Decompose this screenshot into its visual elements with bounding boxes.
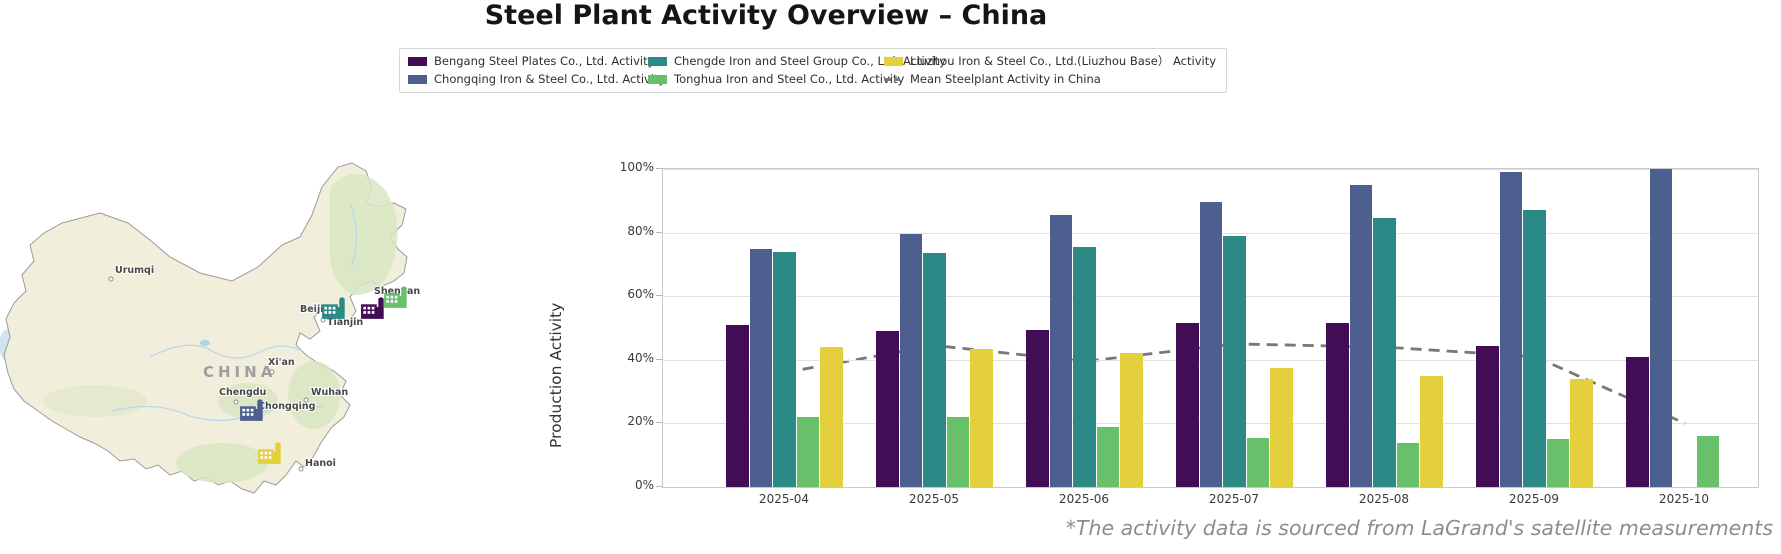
x-tick-label: 2025-10 — [1658, 492, 1710, 506]
x-tick-label: 2025-06 — [1058, 492, 1110, 506]
map-city-label: Urumqi — [115, 265, 154, 276]
bar-2025-09 — [1476, 345, 1499, 487]
y-tick-label: 20% — [627, 414, 654, 429]
legend-label: Chongqing Iron & Steel Co., Ltd. Activit… — [434, 72, 666, 86]
bar-2025-04 — [773, 251, 796, 487]
bar-2025-09 — [1499, 172, 1523, 487]
map-city-label: Chongqing — [258, 401, 315, 412]
x-tick-label: 2025-05 — [908, 492, 960, 506]
dashed-line-icon — [884, 75, 903, 84]
x-tick-label: 2025-07 — [1208, 492, 1260, 506]
map-lake — [200, 339, 210, 347]
y-tick-label: 0% — [634, 478, 654, 492]
bar-2025-04 — [820, 347, 843, 487]
bar-2025-09 — [1523, 210, 1546, 487]
bar-2025-06 — [1073, 246, 1096, 487]
chart-legend: Bengang Steel Plates Co., Ltd. Activity C… — [399, 48, 1228, 93]
map-rivers — [111, 202, 358, 422]
footnote: *The activity data is sourced from LaGra… — [1065, 516, 1773, 540]
map-city-dot — [303, 397, 309, 403]
legend-label: Mean Steelplant Activity in China — [910, 72, 1101, 86]
map-city-label: Wuhan — [311, 387, 348, 398]
y-tick-mark — [656, 422, 662, 424]
y-tick-label: 60% — [627, 287, 654, 302]
legend-item: Chengde Iron and Steel Group Co., Ltd. A… — [648, 54, 946, 69]
map-terrain-patches — [43, 173, 398, 483]
bar-2025-06 — [1049, 215, 1073, 487]
bar-2025-10 — [1649, 169, 1673, 487]
legend-item: Bengang Steel Plates Co., Ltd. Activity — [408, 54, 654, 69]
legend-label: Bengang Steel Plates Co., Ltd. Activity — [434, 54, 655, 68]
y-tick-label: 40% — [627, 350, 654, 365]
y-tick-mark — [656, 358, 662, 360]
plot-area — [662, 168, 1759, 488]
bar-2025-06 — [1096, 426, 1120, 487]
bar-2025-10 — [1696, 436, 1720, 487]
bar-2025-05 — [876, 331, 899, 487]
map-city-dot — [108, 276, 114, 282]
y-tick-mark — [656, 231, 662, 233]
bar-2025-04 — [726, 324, 749, 487]
map-city-dot — [298, 466, 304, 472]
map-city-label: Xi'an — [268, 357, 295, 368]
bar-2025-09 — [1546, 439, 1570, 487]
bar-2025-05 — [946, 417, 970, 487]
legend-item: Chongqing Iron & Steel Co., Ltd. Activit… — [408, 72, 665, 87]
bar-2025-05 — [970, 348, 993, 487]
bar-2025-08 — [1349, 184, 1373, 487]
y-axis-label: Production Activity — [547, 302, 565, 448]
legend-item: Tonghua Iron and Steel Co., Ltd. Activit… — [648, 72, 904, 87]
legend-swatch — [648, 57, 667, 66]
legend-item: Mean Steelplant Activity in China — [884, 72, 1216, 87]
bar-2025-08 — [1420, 375, 1443, 487]
x-tick-label: 2025-04 — [758, 492, 810, 506]
legend-swatch — [884, 57, 903, 66]
map-city-label: Chengdu — [219, 387, 266, 398]
map-city-dot — [269, 369, 275, 375]
x-tick-label: 2025-09 — [1508, 492, 1560, 506]
bar-2025-09 — [1570, 378, 1593, 487]
china-map: CHINA UrumqiBeijingTianjinShenyangXi'anC… — [0, 162, 420, 494]
legend-swatch — [648, 75, 667, 84]
legend-swatch — [408, 57, 427, 66]
bar-2025-04 — [796, 417, 820, 487]
y-tick-mark — [656, 486, 662, 487]
bar-2025-04 — [749, 248, 773, 487]
legend-swatch — [408, 75, 427, 84]
bar-2025-07 — [1223, 235, 1246, 487]
map-city-label: Tianjin — [327, 317, 363, 328]
bar-2025-07 — [1246, 437, 1270, 487]
bar-2025-05 — [923, 253, 946, 487]
bar-2025-07 — [1176, 323, 1199, 487]
bar-2025-08 — [1326, 323, 1349, 487]
bar-2025-07 — [1270, 367, 1293, 487]
bar-2025-06 — [1120, 353, 1143, 487]
map-city-label: Hanoi — [305, 458, 336, 469]
gridline — [663, 169, 1758, 170]
y-tick-mark — [656, 168, 662, 169]
bar-2025-08 — [1373, 218, 1396, 487]
bar-2025-05 — [899, 234, 923, 487]
y-tick-label: 80% — [627, 223, 654, 238]
factory-icon — [361, 297, 384, 319]
legend-label: Chengde Iron and Steel Group Co., Ltd. A… — [674, 54, 946, 68]
map-country-label: CHINA — [203, 363, 276, 381]
bar-2025-10 — [1626, 356, 1649, 487]
bar-2025-08 — [1396, 442, 1420, 487]
x-tick-label: 2025-08 — [1358, 492, 1410, 506]
legend-label: Tonghua Iron and Steel Co., Ltd. Activit… — [674, 72, 905, 86]
bar-2025-07 — [1199, 202, 1223, 487]
y-tick-label: 100% — [619, 160, 654, 174]
map-city-dot — [233, 399, 239, 405]
legend-item: Liuzhou Iron & Steel Co., Ltd.(Liuzhou B… — [884, 54, 1216, 69]
page-title: Steel Plant Activity Overview – China — [484, 0, 1048, 31]
bar-2025-06 — [1026, 329, 1049, 487]
legend-label: Liuzhou Iron & Steel Co., Ltd.(Liuzhou B… — [910, 54, 1217, 68]
y-tick-mark — [656, 295, 662, 297]
